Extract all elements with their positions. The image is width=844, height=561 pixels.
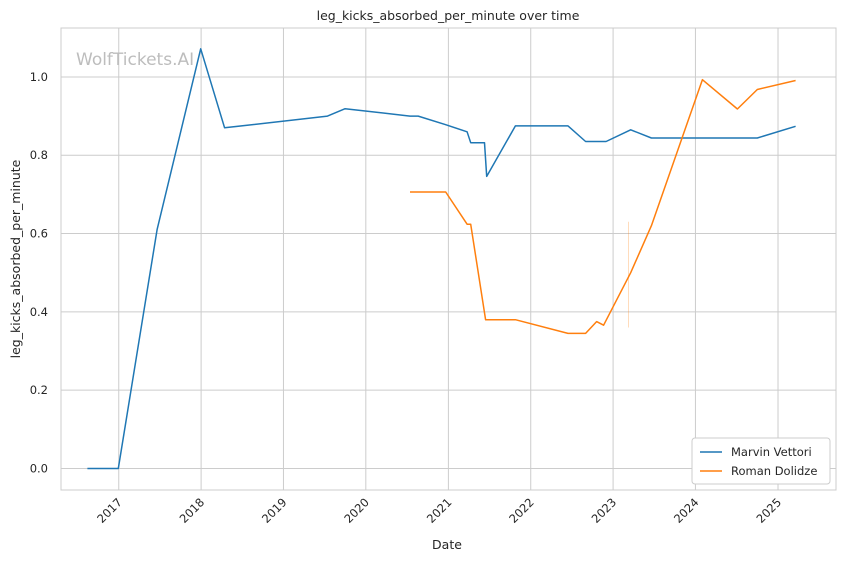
x-tick-label-2022: 2022 (506, 495, 537, 526)
y-tick-label-0.6: 0.6 (30, 227, 48, 241)
x-tick-label-2019: 2019 (259, 495, 290, 526)
series-line-marvin-vettori (87, 48, 796, 470)
x-tick-label-2020: 2020 (341, 495, 372, 526)
x-tick-labels: 2017 2018 2019 2020 2021 2022 2023 2024 2025 (94, 495, 784, 526)
x-tick-label-2025: 2025 (754, 495, 785, 526)
x-tick-label-2018: 2018 (177, 495, 208, 526)
x-tick-label-2023: 2023 (589, 495, 620, 526)
y-tick-label-0.8: 0.8 (30, 148, 48, 162)
chart-title: leg_kicks_absorbed_per_minute over time (317, 8, 580, 23)
y-tick-label-0.4: 0.4 (30, 305, 48, 319)
x-tick-label-2017: 2017 (94, 495, 125, 526)
y-axis-label: leg_kicks_absorbed_per_minute (8, 159, 23, 358)
y-tick-label-1.0: 1.0 (30, 70, 48, 84)
x-tick-label-2024: 2024 (671, 495, 702, 526)
x-tick-label-2021: 2021 (424, 495, 455, 526)
legend-label-marvin-vettori: Marvin Vettori (731, 445, 812, 459)
grid-lines (61, 28, 836, 490)
series-lines (87, 48, 796, 470)
series-line-roman-dolidze (410, 78, 796, 335)
legend-box (691, 437, 831, 485)
y-tick-label-0.0: 0.0 (30, 461, 48, 475)
x-axis-label: Date (432, 537, 462, 552)
legend: Marvin Vettori Roman Dolidze (691, 437, 831, 485)
legend-label-roman-dolidze: Roman Dolidze (731, 464, 817, 478)
y-tick-labels: 0.0 0.2 0.4 0.6 0.8 1.0 (30, 70, 48, 476)
watermark: WolfTickets.AI (76, 50, 194, 70)
y-tick-label-0.2: 0.2 (30, 383, 48, 397)
